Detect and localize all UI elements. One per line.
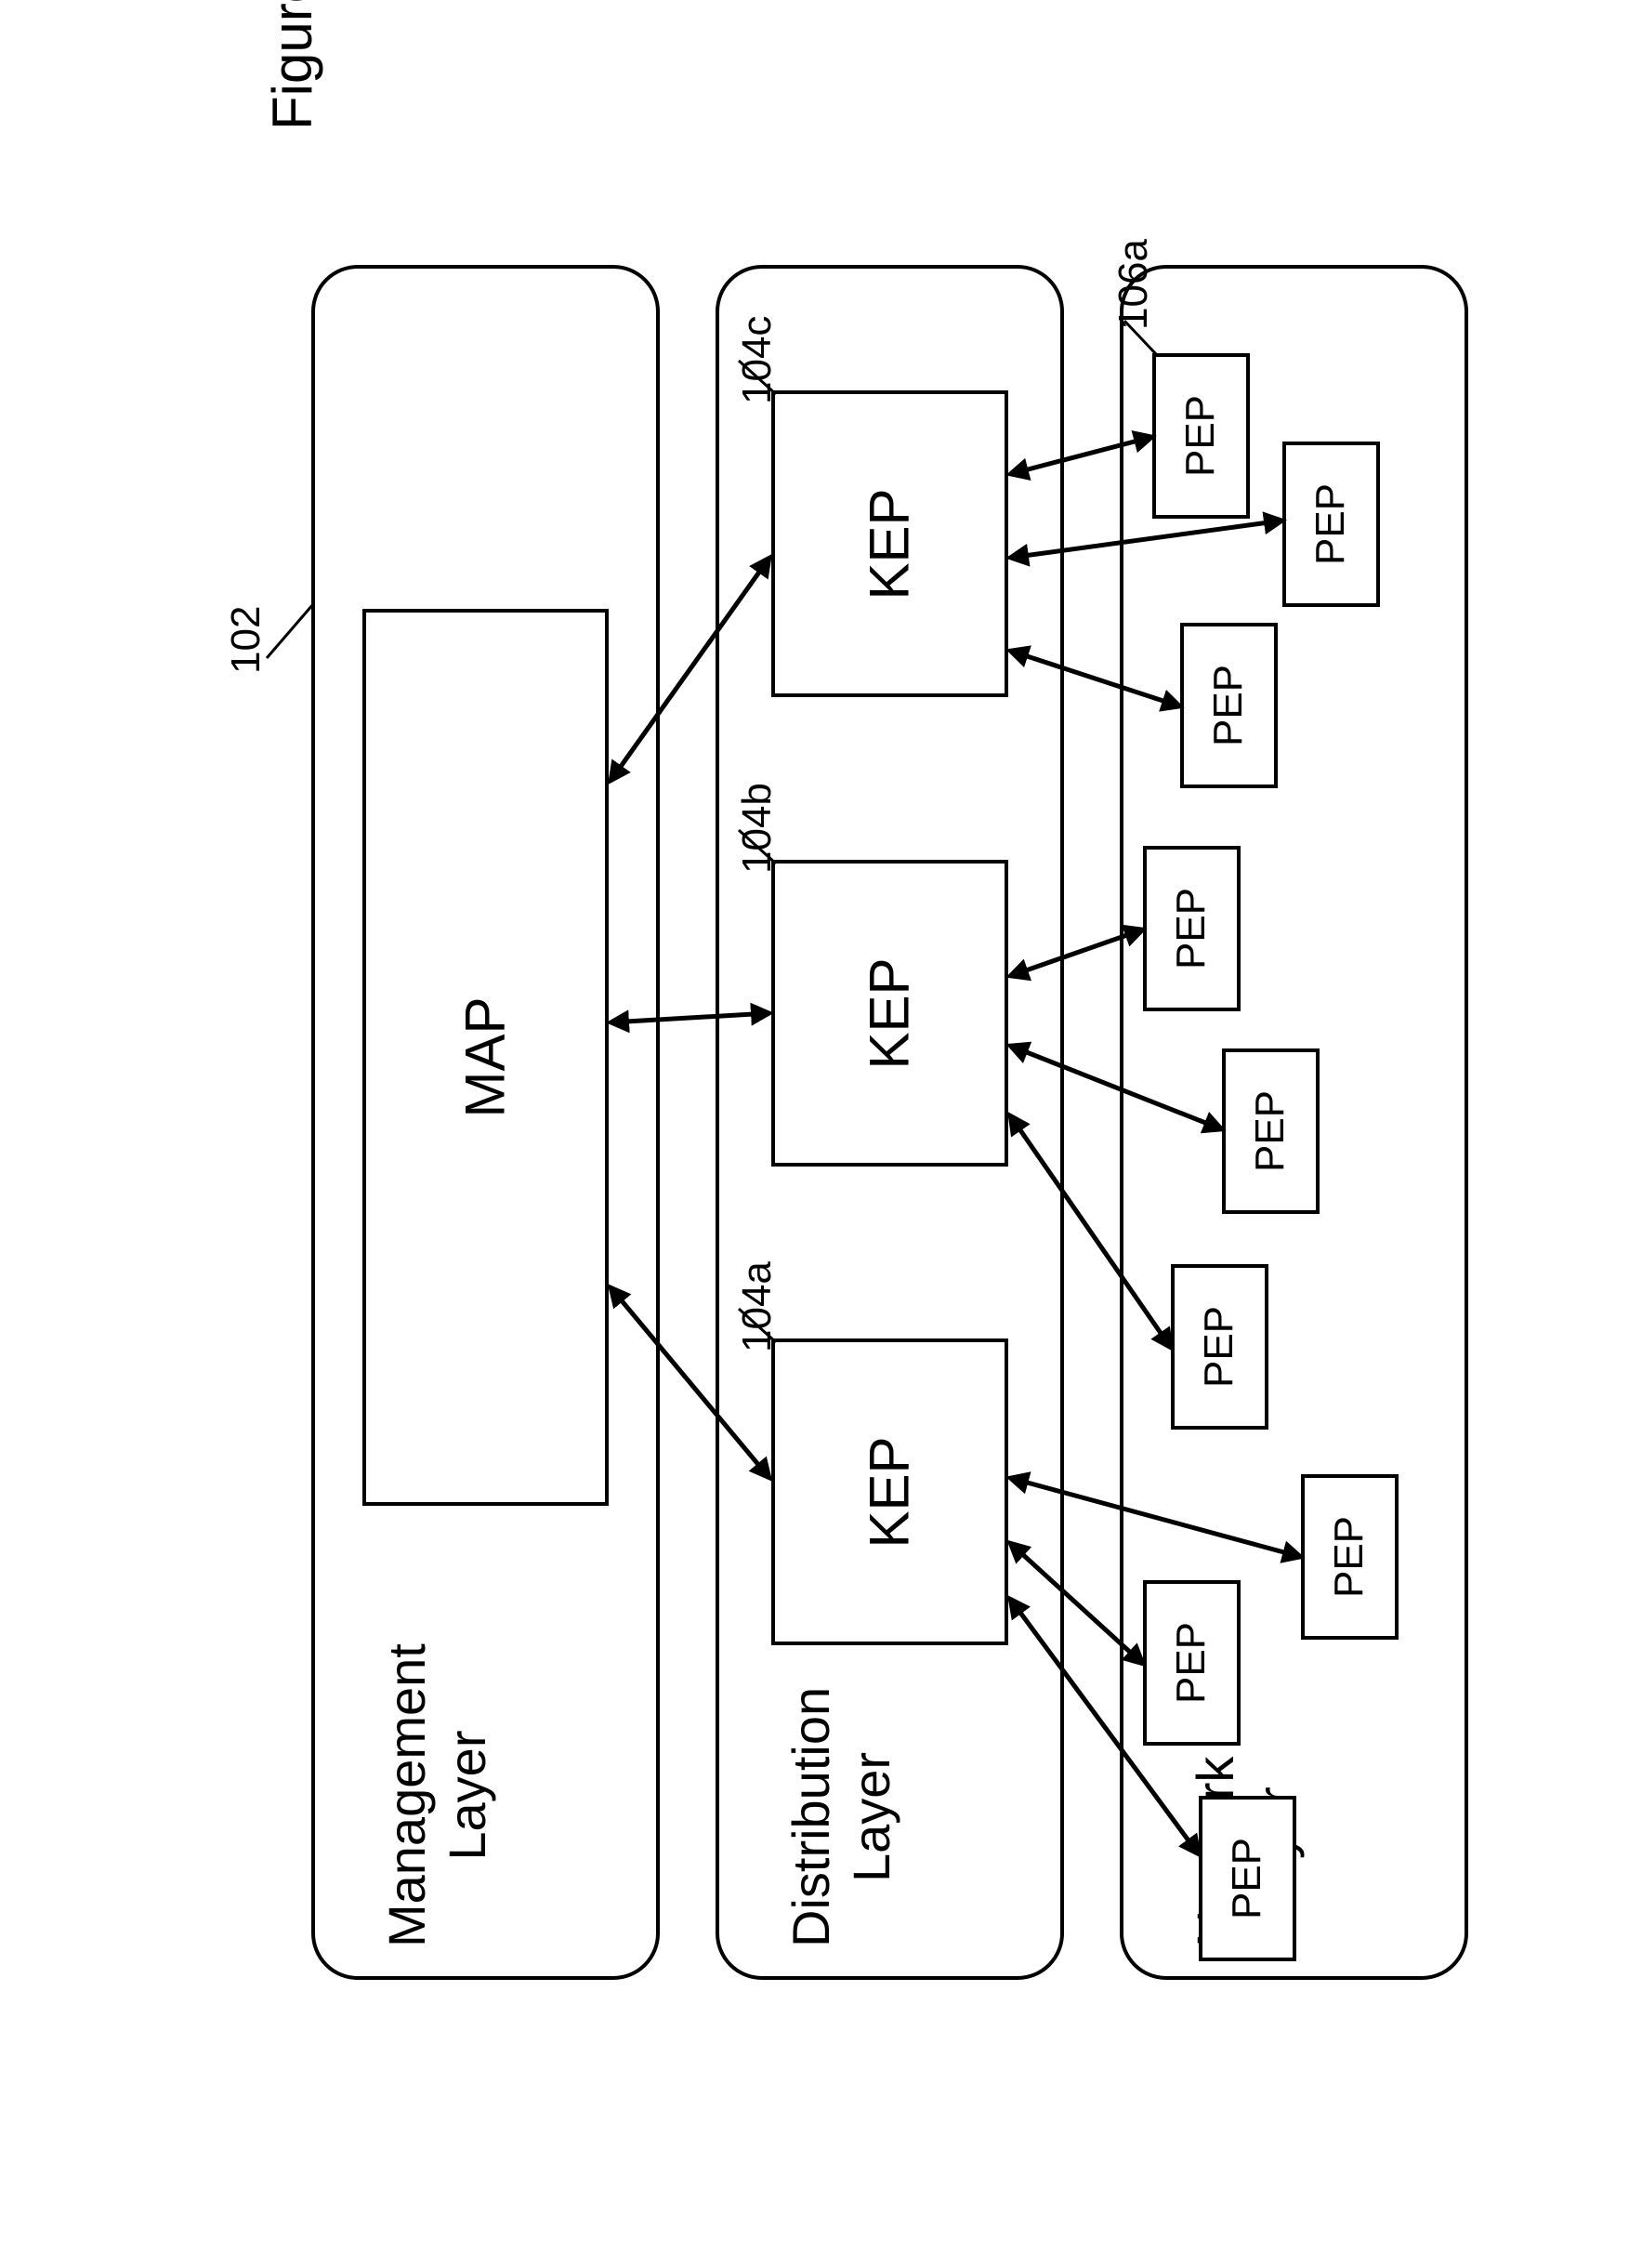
management-layer-label: Management Layer [376,1643,497,1947]
pep-node-4: PEP [1171,1264,1268,1430]
pep-node-5: PEP [1222,1048,1320,1214]
pep-node-6: PEP [1143,846,1241,1011]
pep-node-4-label: PEP [1196,1306,1242,1388]
pep-node-6-label: PEP [1168,888,1215,969]
pep-node-2: PEP [1143,1580,1241,1746]
pep-node-9: PEP [1152,353,1250,519]
pep-node-8-label: PEP [1307,483,1354,565]
pep-node-2-label: PEP [1168,1622,1215,1704]
callout-104b: 104b [734,783,781,874]
kep-node-b: KEP [771,860,1008,1167]
pep-node-1: PEP [1199,1796,1296,1961]
callout-104c: 104c [734,316,781,404]
pep-node-7-label: PEP [1205,665,1252,746]
pep-node-8: PEP [1282,442,1380,607]
pep-node-1-label: PEP [1224,1838,1270,1919]
pep-node-3-label: PEP [1326,1516,1373,1598]
distribution-layer-label: Distribution Layer [781,1687,901,1947]
figure-title: Figure 1 [260,0,324,130]
callout-106a: 106a [1110,239,1157,330]
callout-104a: 104a [734,1261,781,1352]
callout-102: 102 [223,606,269,674]
kep-node-a-label: KEP [858,1436,922,1548]
map-node-label: MAP [453,996,518,1117]
pep-node-5-label: PEP [1247,1090,1294,1172]
pep-node-3: PEP [1301,1474,1399,1640]
kep-node-a: KEP [771,1338,1008,1645]
pep-node-7: PEP [1180,623,1278,788]
kep-node-b-label: KEP [858,957,922,1069]
kep-node-c-label: KEP [858,488,922,600]
pep-node-9-label: PEP [1177,395,1224,477]
map-node: MAP [362,609,609,1506]
kep-node-c: KEP [771,390,1008,697]
